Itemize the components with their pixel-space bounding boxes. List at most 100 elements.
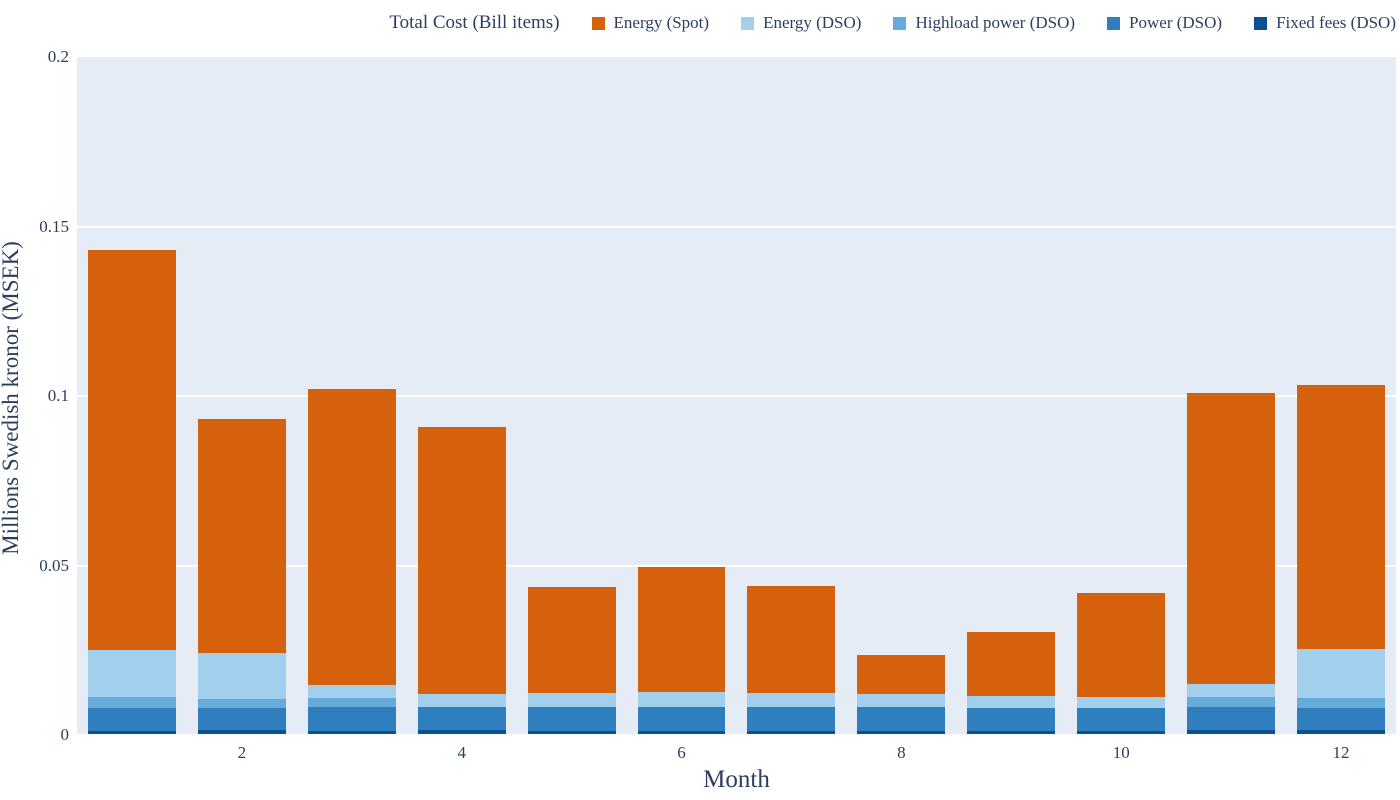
bar-segment-fixed-fees-dso-month-6	[637, 730, 726, 735]
bar-month-11	[1187, 57, 1276, 735]
x-tick-label-6: 6	[677, 743, 686, 762]
bar-month-2	[197, 57, 286, 735]
bar-segment-fixed-fees-dso-month-1	[87, 730, 176, 735]
bar-month-6	[637, 57, 726, 735]
bar-segment-power-dso-month-9	[967, 708, 1056, 731]
y-tick-label-0.2: 0.2	[47, 47, 69, 66]
x-axis-zero-line	[77, 734, 1396, 736]
bar-segment-energy-dso-month-12	[1297, 649, 1385, 699]
legend-swatch-icon	[591, 16, 605, 30]
legend-swatch-icon	[1254, 16, 1268, 30]
legend-item-highload-power-dso[interactable]: Highload power (DSO)	[893, 13, 1075, 33]
legend-title: Total Cost (Bill items)	[389, 12, 560, 33]
bar-segment-energy-spot-month-9	[967, 631, 1056, 697]
bar-segment-power-dso-month-2	[197, 707, 286, 731]
bar-segment-power-dso-month-4	[417, 706, 506, 730]
bar-segment-energy-spot-month-6	[637, 566, 726, 692]
bar-segment-fixed-fees-dso-month-4	[417, 729, 506, 735]
bar-segment-fixed-fees-dso-month-2	[197, 730, 286, 735]
bar-segment-energy-spot-month-11	[1187, 392, 1276, 685]
bar-segment-energy-spot-month-7	[747, 585, 836, 694]
bar-segment-highload-power-dso-month-3	[307, 698, 396, 707]
legend-swatch-icon	[1107, 16, 1121, 30]
bar-segment-power-dso-month-7	[747, 707, 836, 731]
bar-month-5	[527, 57, 616, 735]
bar-segment-energy-dso-month-1	[87, 649, 176, 698]
bar-segment-fixed-fees-dso-month-11	[1187, 730, 1276, 735]
bar-month-8	[857, 57, 946, 735]
bar-segment-fixed-fees-dso-month-12	[1297, 730, 1385, 735]
bar-segment-energy-spot-month-2	[197, 419, 286, 653]
bar-segment-fixed-fees-dso-month-8	[857, 730, 946, 735]
bar-segment-power-dso-month-3	[307, 706, 396, 731]
bar-segment-highload-power-dso-month-11	[1187, 696, 1276, 707]
legend-label: Fixed fees (DSO)	[1276, 13, 1396, 32]
bar-segment-fixed-fees-dso-month-10	[1077, 730, 1166, 735]
bar-segment-energy-dso-month-4	[417, 694, 506, 707]
bar-segment-energy-dso-month-5	[527, 692, 616, 707]
bar-segment-energy-dso-month-11	[1187, 684, 1276, 697]
legend-item-power-dso[interactable]: Power (DSO)	[1107, 13, 1222, 33]
x-tick-label-4: 4	[457, 743, 466, 762]
gridline-y-0.05	[77, 564, 1396, 567]
bar-month-3	[307, 57, 396, 735]
legend-label: Energy (DSO)	[763, 13, 862, 32]
plot-area	[77, 57, 1396, 736]
y-tick-label-0.15: 0.15	[39, 216, 69, 236]
y-tick-label-0.1: 0.1	[47, 386, 69, 405]
bar-segment-power-dso-month-10	[1077, 708, 1166, 731]
legend-item-energy-dso[interactable]: Energy (DSO)	[741, 13, 861, 33]
gridline-y-0.15	[77, 225, 1396, 228]
bar-segment-power-dso-month-8	[857, 707, 946, 731]
bar-segment-fixed-fees-dso-month-3	[307, 730, 396, 735]
bar-segment-power-dso-month-6	[637, 706, 726, 731]
legend-label: Highload power (DSO)	[915, 13, 1076, 32]
bar-segment-energy-dso-month-8	[857, 693, 946, 708]
bar-segment-energy-spot-month-8	[857, 655, 946, 694]
bar-segment-energy-dso-month-6	[637, 691, 726, 707]
bar-month-9	[967, 57, 1056, 735]
bar-segment-energy-dso-month-3	[307, 684, 396, 699]
legend-swatch-icon	[741, 16, 755, 30]
bar-month-10	[1077, 57, 1166, 735]
bar-month-4	[417, 57, 506, 735]
bar-segment-power-dso-month-1	[87, 707, 176, 731]
bar-segment-fixed-fees-dso-month-9	[967, 730, 1056, 735]
bar-segment-energy-spot-month-1	[87, 249, 176, 650]
bar-segment-highload-power-dso-month-1	[87, 697, 176, 708]
x-tick-label-8: 8	[897, 743, 906, 762]
legend-label: Power (DSO)	[1129, 13, 1223, 32]
bar-segment-energy-spot-month-5	[527, 586, 616, 693]
bar-segment-power-dso-month-11	[1187, 706, 1276, 731]
bar-segment-power-dso-month-5	[527, 706, 616, 731]
bar-segment-energy-dso-month-9	[967, 696, 1056, 709]
legend-label: Energy (Spot)	[613, 13, 710, 32]
bar-segment-highload-power-dso-month-2	[197, 699, 286, 708]
gridline-y-0.1	[77, 395, 1396, 397]
legend-swatch-icon	[893, 16, 907, 30]
bar-segment-energy-spot-month-10	[1077, 592, 1166, 698]
bar-segment-energy-dso-month-7	[747, 693, 836, 708]
bar-segment-energy-dso-month-10	[1077, 697, 1166, 709]
bar-month-12	[1297, 57, 1385, 735]
legend-item-fixed-fees-dso[interactable]: Fixed fees (DSO)	[1254, 13, 1396, 33]
y-tick-label-0: 0	[60, 725, 70, 744]
bar-segment-fixed-fees-dso-month-5	[527, 730, 616, 735]
bar-segment-energy-spot-month-3	[307, 389, 396, 685]
x-tick-label-12: 12	[1332, 743, 1350, 762]
bar-segment-energy-spot-month-4	[417, 427, 506, 695]
bar-month-1	[87, 57, 176, 735]
bar-segment-highload-power-dso-month-12	[1297, 698, 1385, 708]
legend-item-energy-spot[interactable]: Energy (Spot)	[591, 13, 710, 33]
y-tick-label-0.05: 0.05	[39, 555, 69, 575]
bar-segment-fixed-fees-dso-month-7	[747, 730, 836, 735]
x-axis-title: Month	[703, 766, 770, 793]
bar-month-7	[747, 57, 836, 735]
chart-legend: Total Cost (Bill items) Energy (Spot) Ene…	[389, 8, 1396, 38]
x-tick-label-10: 10	[1112, 743, 1130, 762]
bar-segment-energy-spot-month-12	[1297, 384, 1385, 650]
x-tick-label-2: 2	[237, 743, 247, 762]
bar-segment-power-dso-month-12	[1297, 707, 1385, 731]
bar-segment-energy-dso-month-2	[197, 652, 286, 700]
